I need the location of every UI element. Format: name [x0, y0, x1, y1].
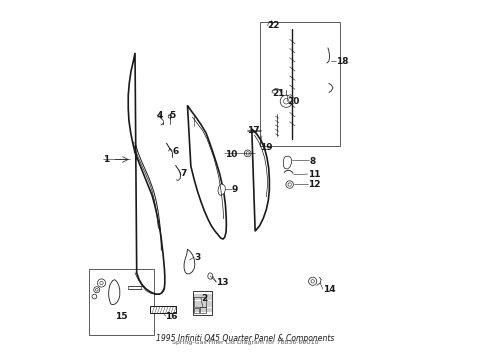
Text: 14: 14 [323, 285, 336, 294]
Text: 8: 8 [309, 157, 316, 166]
Bar [150, 306, 175, 314]
Text: 19: 19 [260, 143, 273, 152]
Text: 9: 9 [231, 185, 238, 194]
Bar [194, 297, 206, 307]
Bar [193, 291, 212, 315]
Text: 22: 22 [267, 21, 279, 30]
Bar [200, 307, 206, 314]
Text: 7: 7 [181, 168, 187, 177]
Text: 1: 1 [103, 155, 109, 164]
Text: 11: 11 [308, 170, 320, 179]
Text: 17: 17 [246, 126, 259, 135]
Text: 6: 6 [172, 147, 178, 156]
Text: Spring-Gas Filler Lid Diagram for 78836-60U10: Spring-Gas Filler Lid Diagram for 78836-… [172, 341, 318, 345]
Text: 21: 21 [272, 89, 285, 98]
Bar [128, 286, 141, 289]
Text: 3: 3 [194, 253, 200, 262]
Bar [89, 269, 154, 336]
Text: 10: 10 [225, 150, 237, 159]
Text: 5: 5 [169, 111, 175, 120]
Polygon shape [208, 273, 213, 279]
Polygon shape [252, 129, 270, 231]
Text: 15: 15 [115, 312, 127, 321]
Text: 4: 4 [157, 111, 163, 120]
Bar [260, 22, 340, 146]
Text: 18: 18 [336, 57, 349, 66]
Polygon shape [184, 249, 195, 274]
Bar [194, 309, 199, 314]
Polygon shape [283, 156, 292, 169]
Polygon shape [128, 53, 165, 294]
Text: 1995 Infiniti Q45 Quarter Panel & Components: 1995 Infiniti Q45 Quarter Panel & Compon… [156, 334, 334, 343]
Polygon shape [109, 280, 120, 305]
Polygon shape [188, 105, 226, 239]
Polygon shape [218, 184, 225, 195]
Text: 20: 20 [287, 98, 300, 107]
Text: 13: 13 [216, 279, 229, 288]
Text: 2: 2 [201, 294, 207, 303]
Text: 16: 16 [166, 312, 178, 321]
Text: 12: 12 [308, 180, 320, 189]
